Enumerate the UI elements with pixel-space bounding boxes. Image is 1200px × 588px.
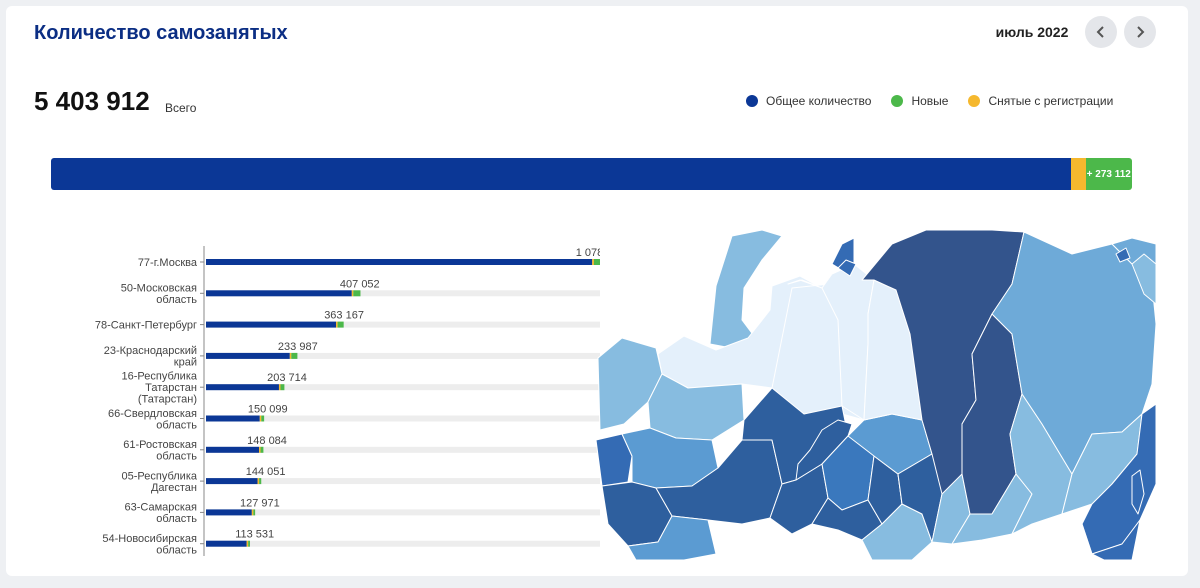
bar-value-label: 113 531 [235,529,274,541]
bar-removed [278,384,281,391]
bar-value-label: 203 714 [267,372,307,384]
bar-track [206,290,600,297]
category-label: 23-Краснодарский край [104,345,197,369]
category-label: 78-Санкт-Петербург [95,320,197,332]
bar-new [337,321,344,328]
map-region-island-b[interactable] [1115,247,1131,263]
legend: Общее количество Новые Снятые с регистра… [746,94,1133,108]
bar-total [206,384,279,391]
bar-total [206,321,337,328]
category-label: 63-Самарская область [124,502,197,526]
chevron-left-icon [1096,26,1104,38]
map-region-chukotka-coast[interactable] [1131,253,1156,305]
bar-track [206,540,600,547]
bar-track [206,384,600,391]
prev-period-button[interactable] [1085,16,1117,48]
bar-new [593,259,600,265]
bar-total [206,352,290,359]
bar-track [206,446,600,453]
legend-label-total: Общее количество [766,94,872,108]
new-segment: + 273 112 [1085,158,1132,190]
bar-removed [259,446,261,453]
category-label: 05-Республика Дагестан [122,470,198,494]
map-region-central-west[interactable] [595,433,633,487]
category-label: 61-Ростовская область [123,439,197,463]
bar-removed [289,352,292,359]
total-segment [51,158,1072,190]
bar-removed [257,478,260,485]
category-label: 77-г.Москва [138,257,198,269]
legend-item-removed[interactable]: Снятые с регистрации [968,94,1113,108]
total-value: 5 403 912 [34,86,150,116]
bar-removed [592,259,594,265]
bar-value-label: 1 078 170 [576,247,600,259]
chevron-right-icon [1137,26,1145,38]
bar-removed [336,321,338,328]
bar-new [259,478,262,485]
category-label: 16-Республика Татарстан (Татарстан) [122,371,198,406]
legend-dot-removed [968,95,981,107]
bar-new [248,540,250,547]
legend-label-new: Новые [911,94,949,108]
legend-dot-total [746,95,758,107]
bar-track [206,509,600,516]
bar-track [206,321,600,328]
next-period-button[interactable] [1124,16,1156,48]
category-label: 50-Московская область [121,283,197,307]
russia-region-map [595,229,1156,560]
total-label: Всего [165,101,197,115]
map-region-north-caucasus[interactable] [627,515,717,560]
bar-value-label: 150 099 [248,404,288,416]
bar-new [291,352,298,359]
bar-new [261,415,265,422]
bar-new [260,446,264,453]
bar-total [206,290,352,297]
page-title: Количество самозанятых [34,22,288,44]
bar-total [206,478,258,485]
map-region-sakhalin[interactable] [1131,469,1145,515]
bar-total [206,540,247,547]
legend-item-total[interactable]: Общее количество [746,94,871,108]
bar-track [206,352,600,359]
bar-value-label: 148 084 [247,435,287,447]
bar-removed [246,540,249,547]
map-region-island-a[interactable] [837,259,857,277]
bar-total [206,259,593,265]
map-region-primorye[interactable] [1081,519,1141,560]
bar-removed [259,415,262,422]
total-stacked-bar[interactable]: + 273 112 [51,158,1132,190]
bar-new [353,290,361,297]
category-label: 54-Новосибирская область [102,533,197,557]
bar-total [206,446,260,453]
bar-total [206,415,260,422]
period-label: июль 2022 [995,24,1069,40]
removed-segment [1071,158,1086,190]
bar-value-label: 233 987 [278,341,318,353]
legend-dot-new [891,95,904,107]
bar-value-label: 407 052 [340,278,380,290]
bar-total [206,509,252,516]
legend-item-new[interactable]: Новые [891,94,948,108]
bar-new [253,509,256,516]
bar-removed [251,509,254,516]
region-bar-chart: 1 078 170 77-г.Москва 407 052 50-Московская… [95,246,600,557]
bar-track [206,415,600,422]
legend-label-removed: Снятые с регистрации [988,94,1114,108]
bar-value-label: 363 167 [324,310,364,322]
bar-removed [351,290,354,297]
category-label: 66-Свердловская область [108,408,197,432]
bar-new [280,384,285,391]
bar-value-label: 127 971 [240,497,280,509]
bar-value-label: 144 051 [246,466,286,478]
bar-track [206,478,600,485]
